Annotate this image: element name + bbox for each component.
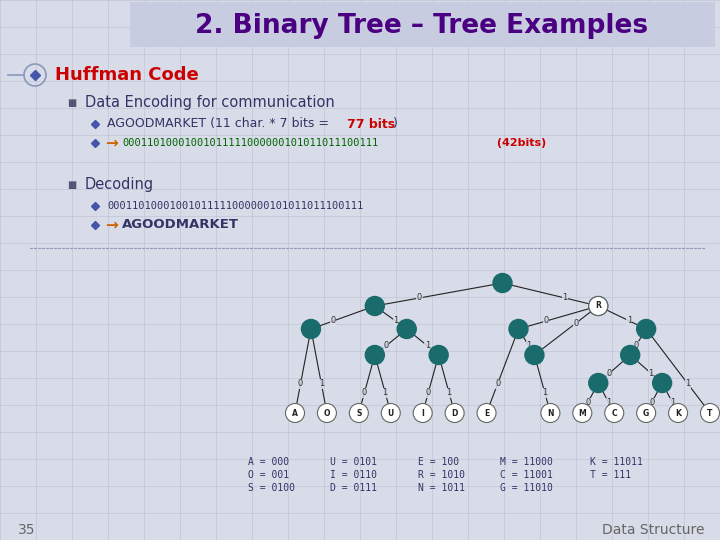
Text: G: G [643, 408, 649, 417]
Text: 0: 0 [544, 316, 549, 326]
Text: O = 001: O = 001 [248, 470, 289, 480]
Text: 1: 1 [670, 398, 675, 407]
Circle shape [477, 403, 496, 422]
Text: 0: 0 [383, 341, 389, 350]
Circle shape [493, 273, 512, 293]
Text: 1: 1 [425, 341, 430, 350]
Text: 77 bits: 77 bits [347, 118, 395, 131]
Text: K = 11011: K = 11011 [590, 457, 643, 467]
Circle shape [365, 296, 384, 315]
Text: D: D [451, 408, 458, 417]
Text: 0: 0 [298, 379, 303, 388]
Text: E = 100: E = 100 [418, 457, 459, 467]
Text: K: K [675, 408, 681, 417]
Text: 1: 1 [542, 388, 547, 397]
Circle shape [445, 403, 464, 422]
Text: S = 0100: S = 0100 [248, 483, 295, 493]
Text: U = 0101: U = 0101 [330, 457, 377, 467]
Text: A = 000: A = 000 [248, 457, 289, 467]
Circle shape [573, 403, 592, 422]
Text: ): ) [393, 118, 398, 131]
Text: 1: 1 [606, 398, 611, 407]
Circle shape [541, 403, 560, 422]
Bar [130, 2, 715, 47]
Text: 0: 0 [426, 388, 431, 397]
Text: 1: 1 [562, 293, 567, 302]
Circle shape [636, 403, 656, 422]
Circle shape [429, 346, 448, 365]
Text: 1: 1 [685, 379, 690, 388]
Text: 1: 1 [627, 316, 632, 326]
Text: 2. Binary Tree – Tree Examples: 2. Binary Tree – Tree Examples [195, 13, 649, 39]
Text: 0: 0 [585, 398, 590, 407]
Text: Data Structure: Data Structure [603, 523, 705, 537]
Circle shape [365, 346, 384, 365]
Text: O: O [324, 408, 330, 417]
Text: D = 0111: D = 0111 [330, 483, 377, 493]
Circle shape [286, 403, 305, 422]
Circle shape [589, 296, 608, 315]
Text: AGOODMARKET (11 char. * 7 bits =: AGOODMARKET (11 char. * 7 bits = [107, 118, 333, 131]
Text: C = 11001: C = 11001 [500, 470, 553, 480]
Text: (42bits): (42bits) [493, 138, 546, 148]
Circle shape [525, 346, 544, 365]
Circle shape [382, 403, 400, 422]
Circle shape [349, 403, 369, 422]
Text: Data Encoding for communication: Data Encoding for communication [85, 96, 335, 111]
Circle shape [589, 374, 608, 393]
Text: 0: 0 [649, 398, 654, 407]
Text: 1: 1 [382, 388, 388, 397]
Circle shape [589, 296, 608, 315]
Text: AGOODMARKET: AGOODMARKET [122, 219, 239, 232]
Text: R = 1010: R = 1010 [418, 470, 465, 480]
Circle shape [669, 403, 688, 422]
Circle shape [621, 346, 639, 365]
Text: T = 111: T = 111 [590, 470, 631, 480]
Text: 1: 1 [526, 341, 531, 350]
Text: 0: 0 [495, 379, 500, 388]
Circle shape [413, 403, 432, 422]
Circle shape [652, 374, 672, 393]
Text: G = 11010: G = 11010 [500, 483, 553, 493]
Text: 0: 0 [573, 319, 579, 328]
Circle shape [318, 403, 336, 422]
Text: Huffman Code: Huffman Code [55, 66, 199, 84]
Text: →: → [105, 136, 118, 151]
Text: 0: 0 [607, 369, 612, 377]
Text: N: N [547, 408, 554, 417]
Text: ■: ■ [68, 98, 76, 108]
Text: 1: 1 [393, 316, 398, 326]
Text: M = 11000: M = 11000 [500, 457, 553, 467]
Text: C: C [611, 408, 617, 417]
Text: M: M [578, 408, 586, 417]
Text: 00011010001001011111000000101011011100111: 0001101000100101111100000010101101110011… [107, 201, 364, 211]
Text: ■: ■ [68, 180, 76, 190]
Text: 1: 1 [446, 388, 451, 397]
Circle shape [701, 403, 719, 422]
Text: I: I [421, 408, 424, 417]
Text: I = 0110: I = 0110 [330, 470, 377, 480]
Text: 0: 0 [417, 293, 422, 302]
Circle shape [636, 320, 656, 339]
Text: R: R [595, 301, 601, 310]
Circle shape [397, 320, 416, 339]
Text: T: T [707, 408, 713, 417]
Circle shape [509, 320, 528, 339]
Text: →: → [105, 218, 118, 233]
Text: N = 1011: N = 1011 [418, 483, 465, 493]
Circle shape [605, 403, 624, 422]
Text: 35: 35 [18, 523, 35, 537]
Text: Decoding: Decoding [85, 178, 154, 192]
Circle shape [302, 320, 320, 339]
Text: 0: 0 [362, 388, 367, 397]
Text: A: A [292, 408, 298, 417]
Text: 0: 0 [633, 341, 639, 350]
Text: S: S [356, 408, 361, 417]
Text: 1: 1 [648, 369, 654, 377]
Text: 00011010001001011111000000101011011100111: 0001101000100101111100000010101101110011… [122, 138, 378, 148]
Text: E: E [484, 408, 489, 417]
Text: 1: 1 [319, 379, 324, 388]
Text: U: U [387, 408, 394, 417]
Text: 0: 0 [330, 316, 336, 326]
